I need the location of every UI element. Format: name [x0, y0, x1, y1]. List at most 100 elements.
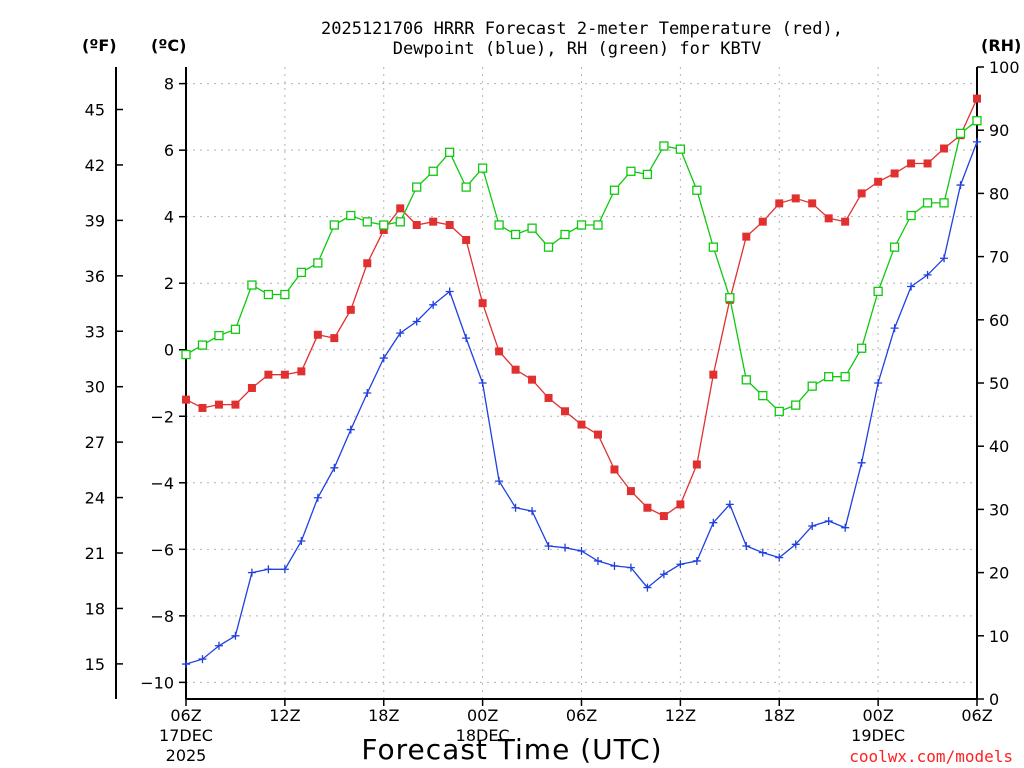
- dewpoint-data-point: [742, 541, 751, 550]
- rh-data-point: [972, 116, 982, 126]
- dewpoint-data-point: [495, 477, 504, 486]
- dewpoint-data-point: [857, 458, 866, 467]
- rh-data-point: [675, 144, 686, 154]
- dewpoint-data-point: [610, 561, 619, 570]
- rh-data-point: [840, 372, 850, 382]
- temperature-data-point: [379, 225, 388, 234]
- temperature-data-point: [758, 217, 767, 226]
- rh-data-point: [280, 289, 290, 300]
- temperature-data-point: [577, 420, 586, 429]
- rh-data-point: [313, 258, 323, 268]
- x-tick-label: 18Z: [764, 706, 795, 725]
- temperature-data-point: [429, 217, 438, 226]
- celsius-tick-label: 2: [164, 274, 174, 293]
- temperature-data-point: [528, 375, 537, 384]
- dewpoint-data-point: [561, 543, 570, 552]
- temperature-data-point: [742, 232, 751, 241]
- temperature-data-point: [495, 347, 504, 356]
- dewpoint-data-point: [841, 523, 850, 532]
- temperature-data-point: [313, 330, 322, 339]
- temperature-data-point: [791, 194, 800, 203]
- celsius-tick-label: 0: [164, 341, 174, 360]
- data-series: [181, 94, 982, 669]
- temperature-data-point: [659, 512, 668, 521]
- temperature-data-point: [297, 367, 306, 376]
- rh-data-point: [741, 375, 751, 385]
- x-axis-label: Forecast Time (UTC): [361, 733, 662, 766]
- dewpoint-data-point: [511, 503, 520, 512]
- fahrenheit-tick-label: 24: [85, 489, 105, 508]
- rh-data-point: [477, 163, 488, 173]
- rh-data-point: [247, 280, 257, 290]
- dewpoint-data-point: [626, 563, 635, 572]
- dewpoint-data-point: [297, 537, 306, 545]
- rh-data-point: [626, 166, 636, 176]
- dewpoint-data-point: [758, 548, 767, 557]
- fahrenheit-tick-label: 15: [85, 655, 105, 674]
- dewpoint-data-point: [528, 507, 537, 516]
- rh-data-point: [922, 198, 933, 208]
- celsius-tick-label: 8: [164, 75, 174, 94]
- rh-data-point: [263, 289, 274, 300]
- dewpoint-data-point: [907, 282, 916, 291]
- dewpoint-data-point: [478, 379, 487, 387]
- rh-data-point: [576, 220, 587, 230]
- temperature-data-point: [973, 94, 981, 103]
- rh-unit-label: (RH): [981, 36, 1021, 55]
- rh-tick-label: 30: [989, 500, 1009, 519]
- rh-data-point: [395, 217, 405, 227]
- fahrenheit-unit-label: (ºF): [82, 36, 117, 55]
- temperature-data-point: [396, 204, 405, 213]
- celsius-tick-label: 6: [164, 141, 174, 160]
- fahrenheit-tick-label: 21: [85, 544, 105, 563]
- temperature-data-point: [280, 370, 289, 379]
- dewpoint-data-point: [544, 541, 553, 550]
- temperature-data-point: [841, 217, 850, 226]
- celsius-tick-label: 4: [164, 208, 174, 227]
- temperature-data-point: [478, 299, 487, 308]
- rh-data-point: [379, 220, 389, 230]
- dewpoint-data-point: [313, 493, 322, 502]
- x-tick-date-label: 17DEC: [159, 726, 213, 745]
- temperature-data-point: [511, 365, 520, 374]
- fahrenheit-tick-label: 39: [85, 211, 105, 230]
- temperature-data-point: [561, 407, 570, 416]
- temperature-data-point: [363, 259, 372, 268]
- rh-data-point: [774, 406, 784, 417]
- x-tick-date-label: 18DEC: [456, 726, 510, 745]
- dewpoint-data-point: [231, 631, 240, 640]
- dewpoint-data-point: [198, 655, 207, 664]
- rh-data-point: [543, 242, 554, 252]
- grid-lines: [186, 67, 977, 699]
- fahrenheit-tick-label: 45: [85, 101, 105, 120]
- dewpoint-data-point: [280, 565, 289, 574]
- rh-data-point: [527, 223, 537, 233]
- temperature-data-point: [214, 400, 223, 409]
- rh-tick-label: 80: [989, 184, 1009, 203]
- dewpoint-data-point: [429, 300, 438, 309]
- temperature-data-point: [264, 370, 273, 379]
- celsius-unit-label: (ºC): [151, 36, 186, 55]
- fahrenheit-tick-label: 42: [85, 156, 105, 175]
- dewpoint-data-point: [462, 334, 471, 343]
- rh-tick-label: 10: [989, 627, 1009, 646]
- temperature-data-point: [709, 370, 718, 379]
- dewpoint-data-point: [247, 568, 256, 577]
- rh-tick-label: 90: [989, 121, 1009, 140]
- celsius-tick-label: −4: [150, 474, 174, 493]
- rh-data-point: [708, 242, 718, 252]
- dewpoint-data-point: [725, 500, 734, 509]
- tick-labels: 86420−2−4−6−8−10454239363330272421181510…: [85, 58, 1020, 765]
- x-tick-label: 00Z: [862, 706, 893, 725]
- dewpoint-data-point: [396, 329, 405, 338]
- rh-tick-label: 50: [989, 374, 1009, 393]
- rh-data-point: [889, 242, 900, 252]
- rh-data-point: [856, 343, 867, 353]
- temperature-data-point: [231, 400, 240, 409]
- rh-tick-label: 40: [989, 437, 1009, 456]
- dewpoint-data-point: [940, 254, 949, 263]
- dewpoint-data-point: [330, 463, 339, 472]
- fahrenheit-tick-label: 27: [85, 433, 105, 452]
- fahrenheit-tick-label: 30: [85, 378, 105, 397]
